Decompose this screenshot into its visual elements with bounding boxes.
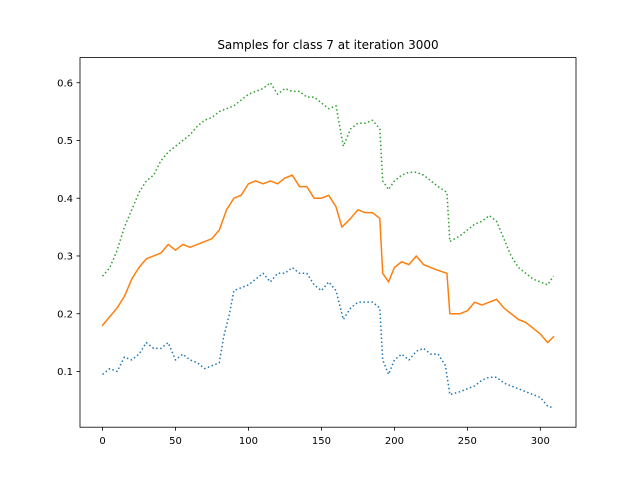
series-layer <box>101 81 555 409</box>
plot-area-frame <box>79 57 577 428</box>
y-tick-label: 0.4 <box>57 194 73 205</box>
y-tick-label: 0.2 <box>57 309 73 320</box>
series-line-3 <box>101 81 555 286</box>
chart-title: Samples for class 7 at iteration 3000 <box>217 38 438 52</box>
x-tick-label: 0 <box>99 436 105 447</box>
y-tick-label: 0.6 <box>57 78 73 89</box>
series-line-2 <box>101 174 555 344</box>
y-tick-label: 0.1 <box>57 367 73 378</box>
x-axis: 0 50 100 150 200 250 300 <box>99 427 550 447</box>
x-tick-label: 200 <box>385 436 404 447</box>
x-tick-label: 250 <box>458 436 477 447</box>
y-axis: 0.1 0.2 0.3 0.4 0.5 0.6 <box>57 78 80 378</box>
y-tick-label: 0.3 <box>57 252 73 263</box>
x-tick-label: 50 <box>169 436 182 447</box>
x-tick-label: 150 <box>312 436 331 447</box>
series-line-1 <box>102 266 554 409</box>
x-tick-label: 100 <box>239 436 258 447</box>
y-tick-label: 0.5 <box>57 136 73 147</box>
x-tick-label: 300 <box>531 436 550 447</box>
